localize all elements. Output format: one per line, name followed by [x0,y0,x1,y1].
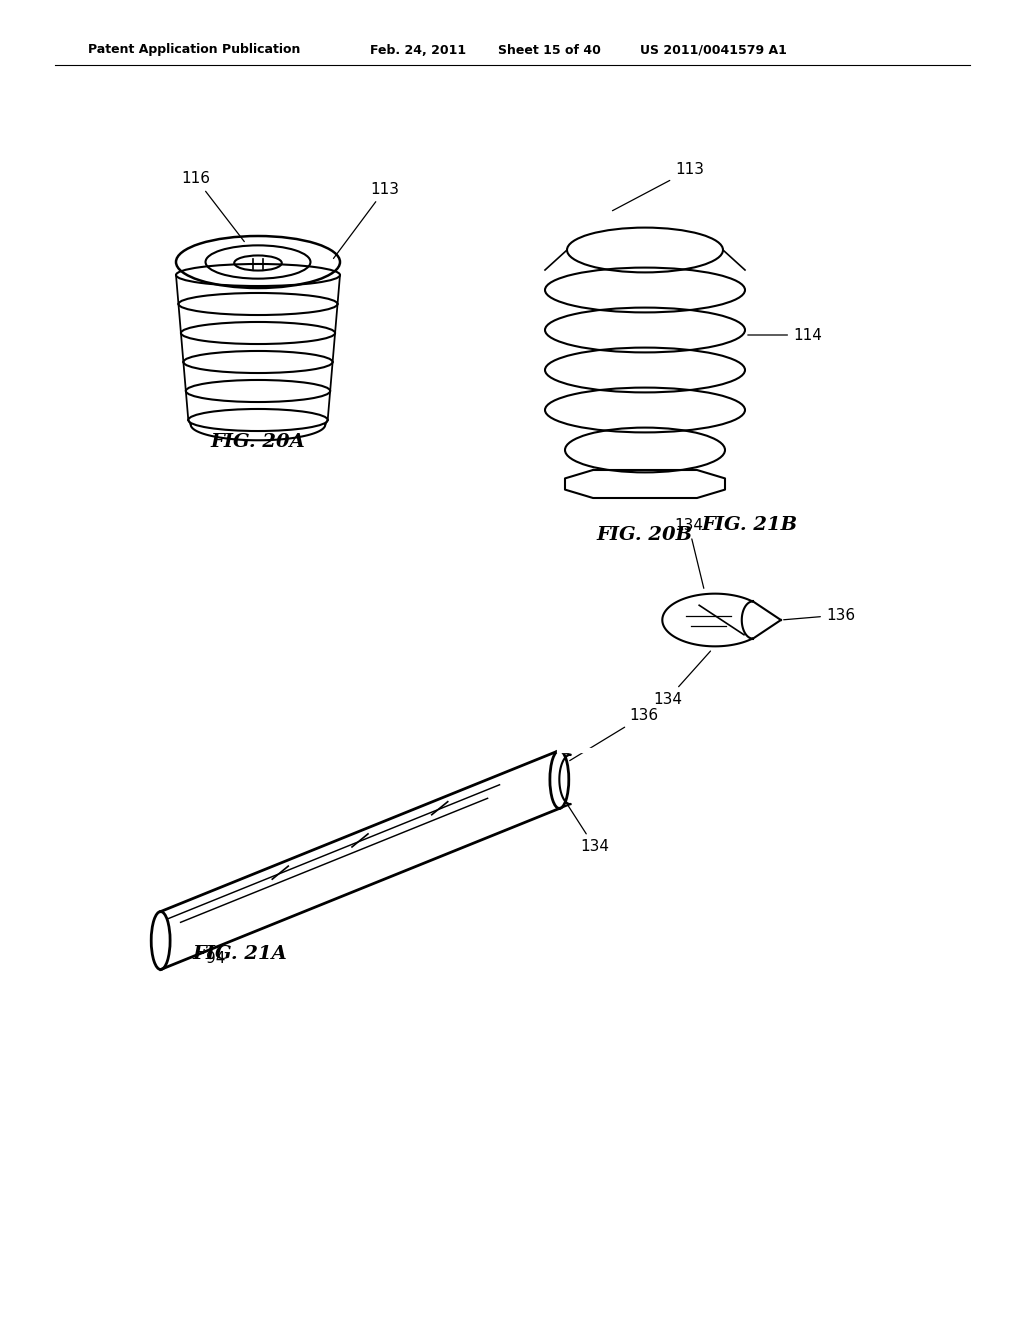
Text: 116: 116 [181,172,245,242]
Text: Sheet 15 of 40: Sheet 15 of 40 [498,44,601,57]
Text: 114: 114 [748,327,822,342]
Text: FIG. 21B: FIG. 21B [701,516,798,535]
Text: 134: 134 [566,803,609,854]
Text: Feb. 24, 2011: Feb. 24, 2011 [370,44,466,57]
Text: 113: 113 [334,182,399,259]
Text: FIG. 20A: FIG. 20A [211,433,305,451]
Text: Patent Application Publication: Patent Application Publication [88,44,300,57]
Text: 113: 113 [612,162,705,211]
Text: FIG. 20B: FIG. 20B [597,525,693,544]
Text: 134: 134 [674,519,703,589]
Text: 94: 94 [206,950,225,966]
Text: FIG. 21A: FIG. 21A [193,945,288,964]
Text: 136: 136 [783,607,855,623]
Text: 134: 134 [653,651,711,706]
Text: US 2011/0041579 A1: US 2011/0041579 A1 [640,44,786,57]
Text: 136: 136 [569,708,658,760]
